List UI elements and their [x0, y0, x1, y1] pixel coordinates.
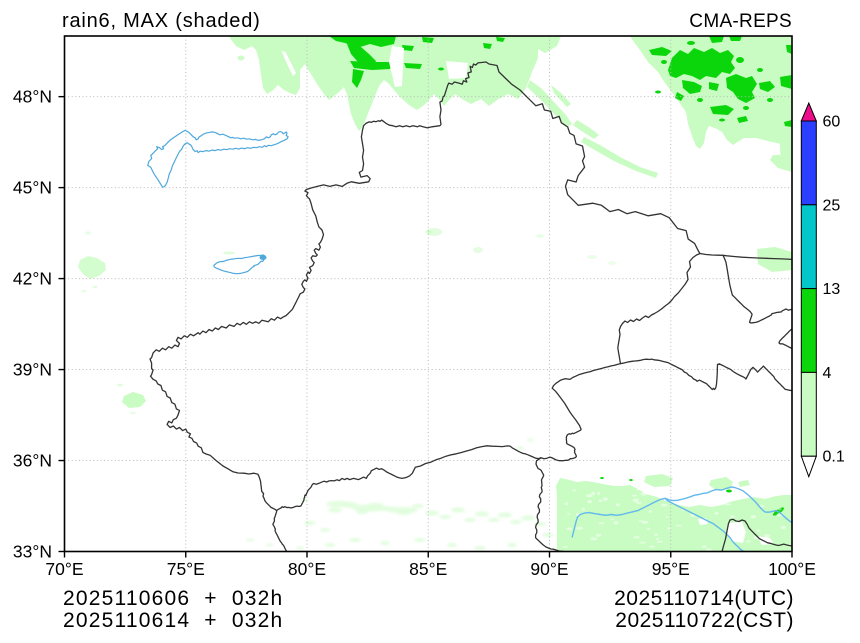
svg-text:85°E: 85°E: [409, 559, 447, 579]
svg-text:13: 13: [823, 281, 841, 298]
svg-text:70°E: 70°E: [45, 559, 83, 579]
svg-text:4: 4: [823, 365, 832, 382]
svg-text:2025110714(UTC): 2025110714(UTC): [614, 587, 794, 610]
svg-text:75°E: 75°E: [167, 559, 205, 579]
svg-text:95°E: 95°E: [652, 559, 690, 579]
svg-text:2025110614 + 032h: 2025110614 + 032h: [63, 609, 283, 632]
svg-text:rain6, MAX (shaded): rain6, MAX (shaded): [62, 10, 261, 32]
svg-text:2025110606 + 032h: 2025110606 + 032h: [63, 587, 283, 610]
svg-text:80°E: 80°E: [288, 559, 326, 579]
svg-text:48°N: 48°N: [13, 87, 52, 107]
svg-text:CMA-REPS: CMA-REPS: [689, 11, 792, 32]
svg-text:45°N: 45°N: [13, 178, 52, 198]
svg-text:60: 60: [823, 114, 841, 131]
svg-text:2025110722(CST): 2025110722(CST): [615, 609, 794, 632]
svg-text:36°N: 36°N: [13, 451, 52, 471]
svg-text:25: 25: [823, 197, 841, 214]
svg-text:100°E: 100°E: [768, 559, 816, 579]
svg-text:39°N: 39°N: [13, 360, 52, 380]
svg-text:33°N: 33°N: [13, 542, 52, 562]
svg-text:0.1: 0.1: [823, 449, 845, 466]
svg-text:90°E: 90°E: [530, 559, 568, 579]
svg-text:42°N: 42°N: [13, 269, 52, 289]
